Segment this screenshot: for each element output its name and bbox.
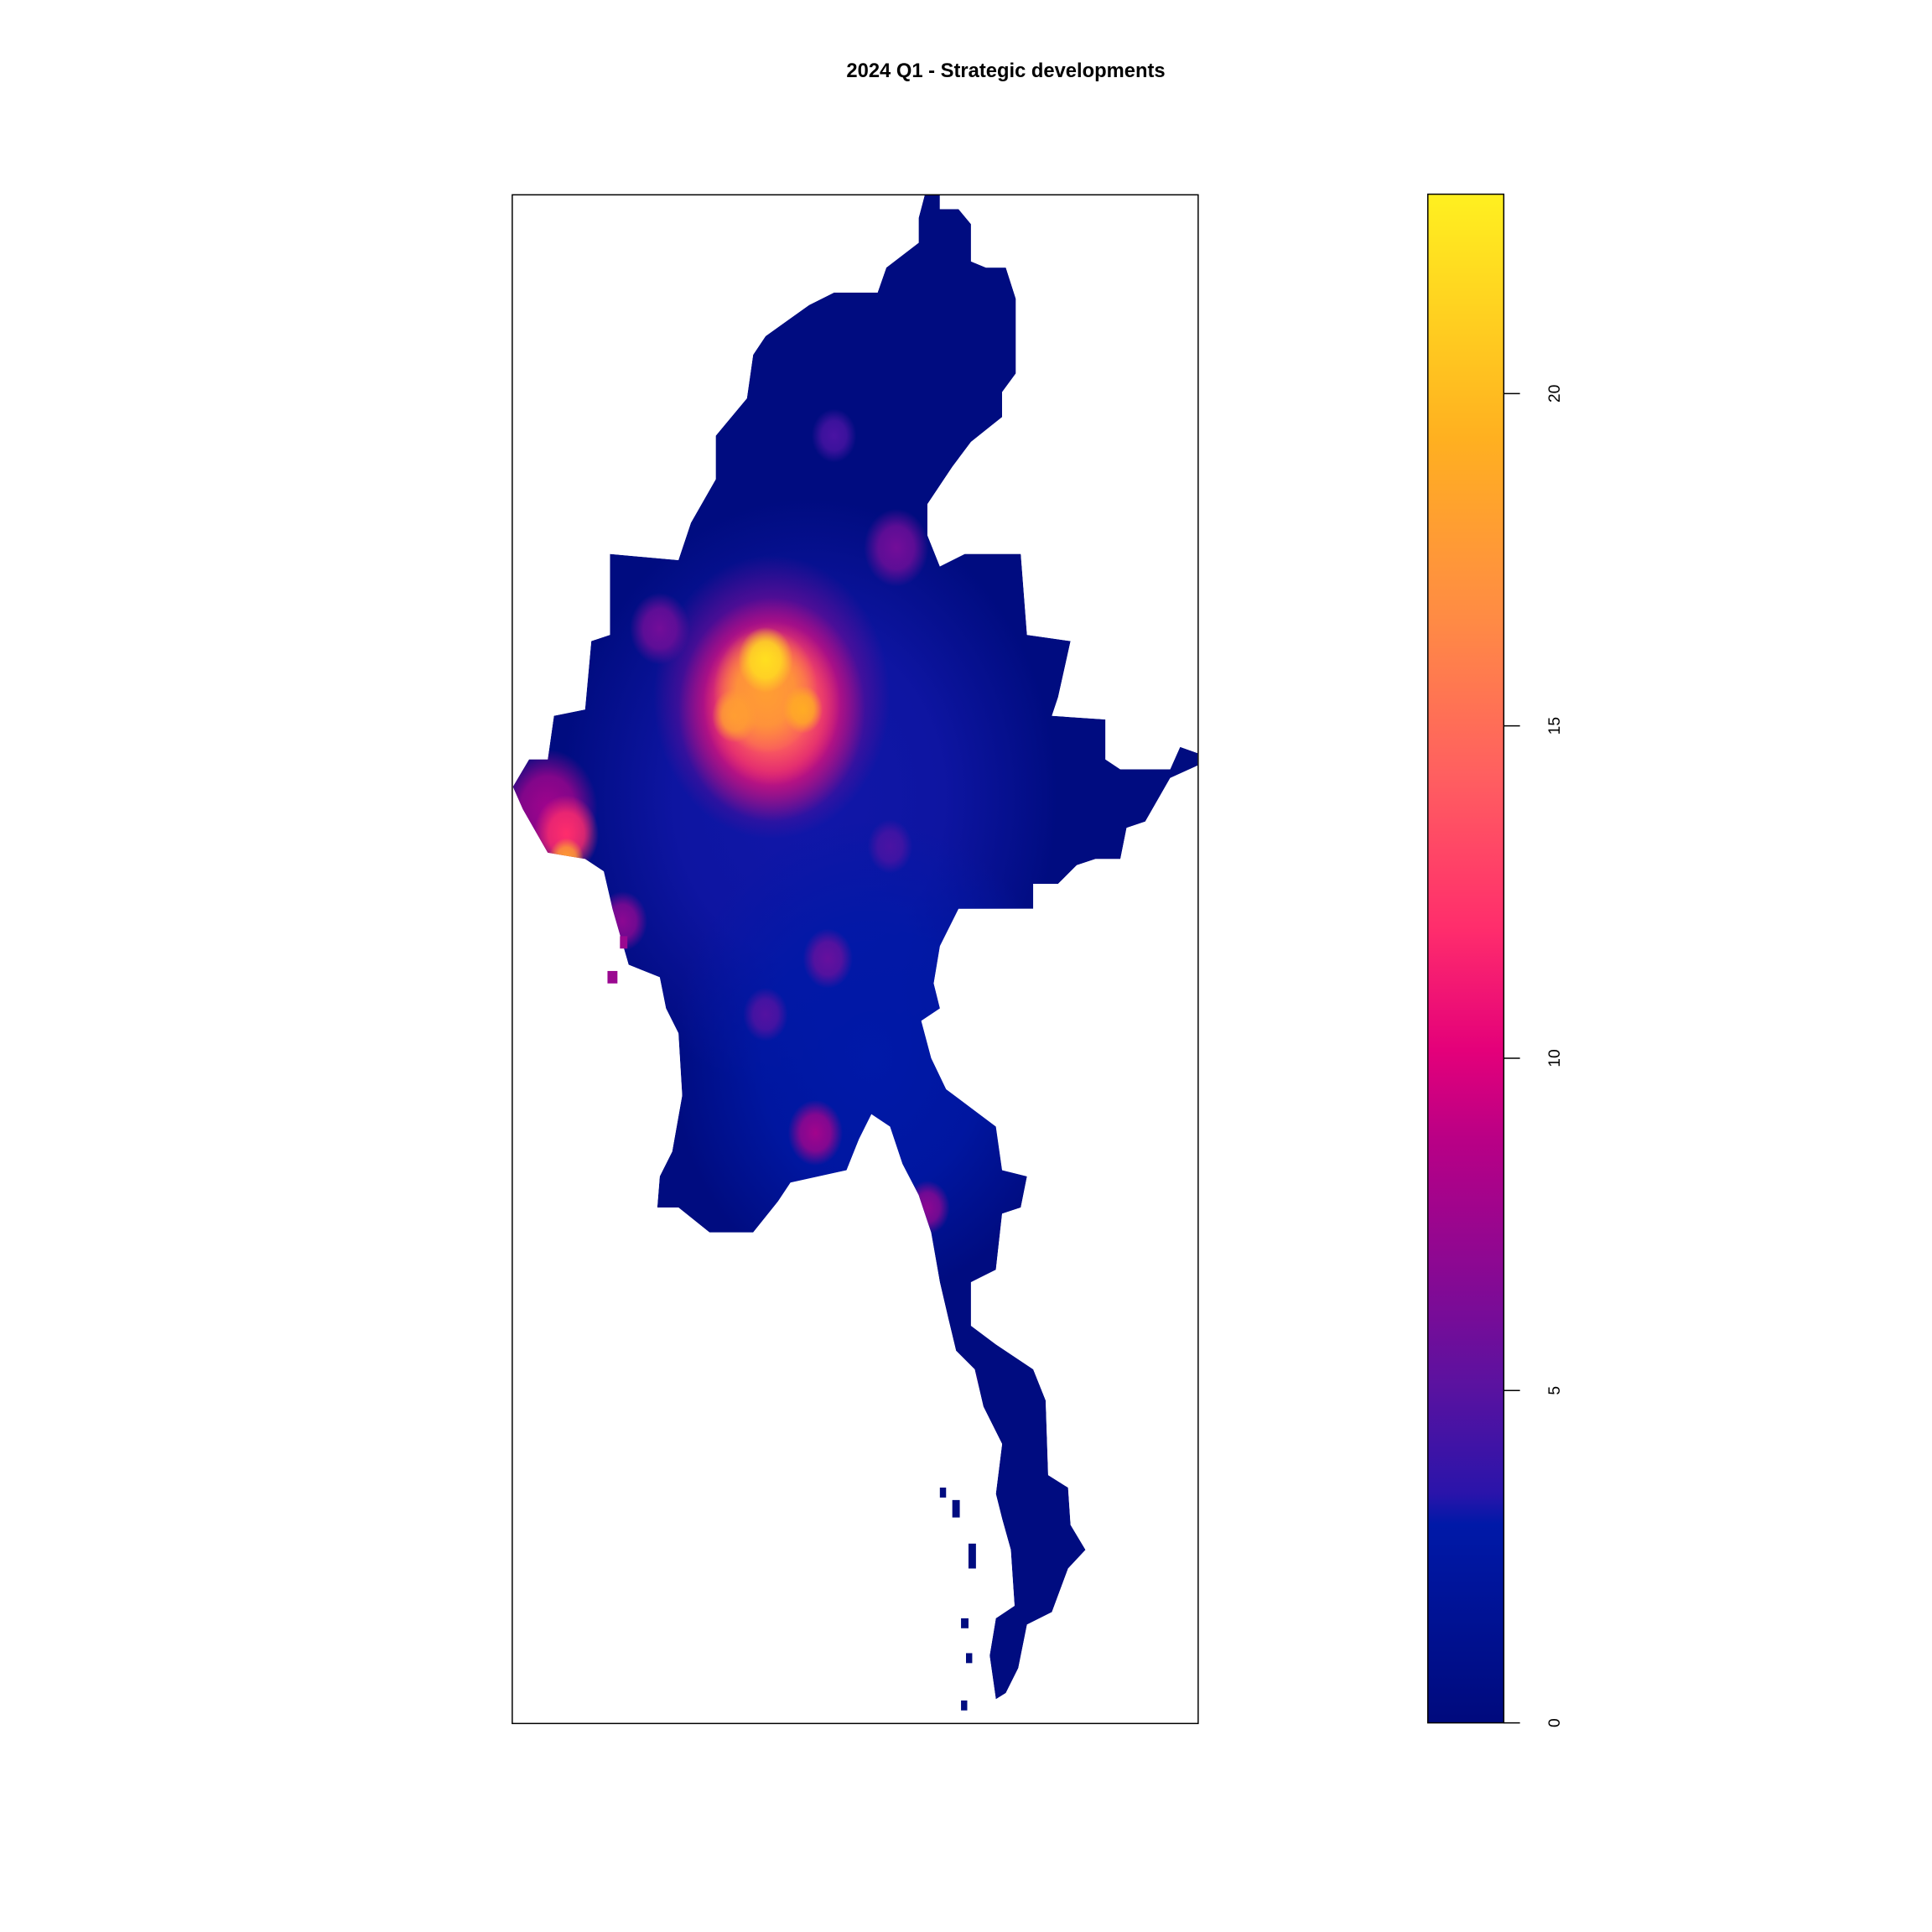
hotspot-cell-cluster	[864, 508, 929, 587]
hotspot-cell-cluster	[743, 987, 788, 1041]
hotspot-cell-cluster	[802, 928, 853, 989]
hotspot-cell-cluster	[548, 838, 584, 880]
island-cell	[961, 1700, 968, 1711]
hotspot-cell-cluster	[712, 688, 757, 743]
island-cell	[966, 1653, 973, 1664]
island-cell	[939, 1488, 947, 1498]
plot-frame	[512, 194, 1199, 1725]
hotspot-cell-cluster	[949, 1363, 980, 1400]
color-legend: 0 5 10 15 20	[1427, 193, 1564, 1727]
colorbar	[1427, 193, 1505, 1724]
legend-tick-label: 10	[1546, 1049, 1564, 1067]
island-cell	[952, 1499, 960, 1518]
hotspot-cell-cluster	[905, 1180, 950, 1235]
hotspot-cell-cluster	[867, 819, 913, 874]
hotspot-cell-cluster	[782, 685, 823, 734]
legend-tick-label: 20	[1546, 385, 1564, 402]
island-cell	[961, 1618, 969, 1628]
hotspot-cell-cluster	[630, 592, 690, 665]
hotspot-cell-cluster	[787, 1099, 844, 1166]
coastal-islands	[607, 936, 976, 1711]
island-cell	[607, 970, 618, 984]
legend-tick-label: 5	[1546, 1386, 1564, 1395]
hotspot-cell-cluster	[672, 818, 1071, 1297]
island-cell	[620, 936, 628, 949]
island-cell	[968, 1543, 976, 1569]
heat-raster	[512, 194, 1198, 1700]
hotspot-cell-cluster	[533, 795, 600, 873]
hotspot-cell-cluster	[738, 626, 793, 693]
chart-title: 2024 Q1 - Strategic developments	[846, 60, 1165, 82]
legend-tick-label: 0	[1546, 1718, 1564, 1727]
hotspot-cell-cluster	[811, 408, 857, 463]
legend-tick-label: 15	[1546, 717, 1564, 735]
